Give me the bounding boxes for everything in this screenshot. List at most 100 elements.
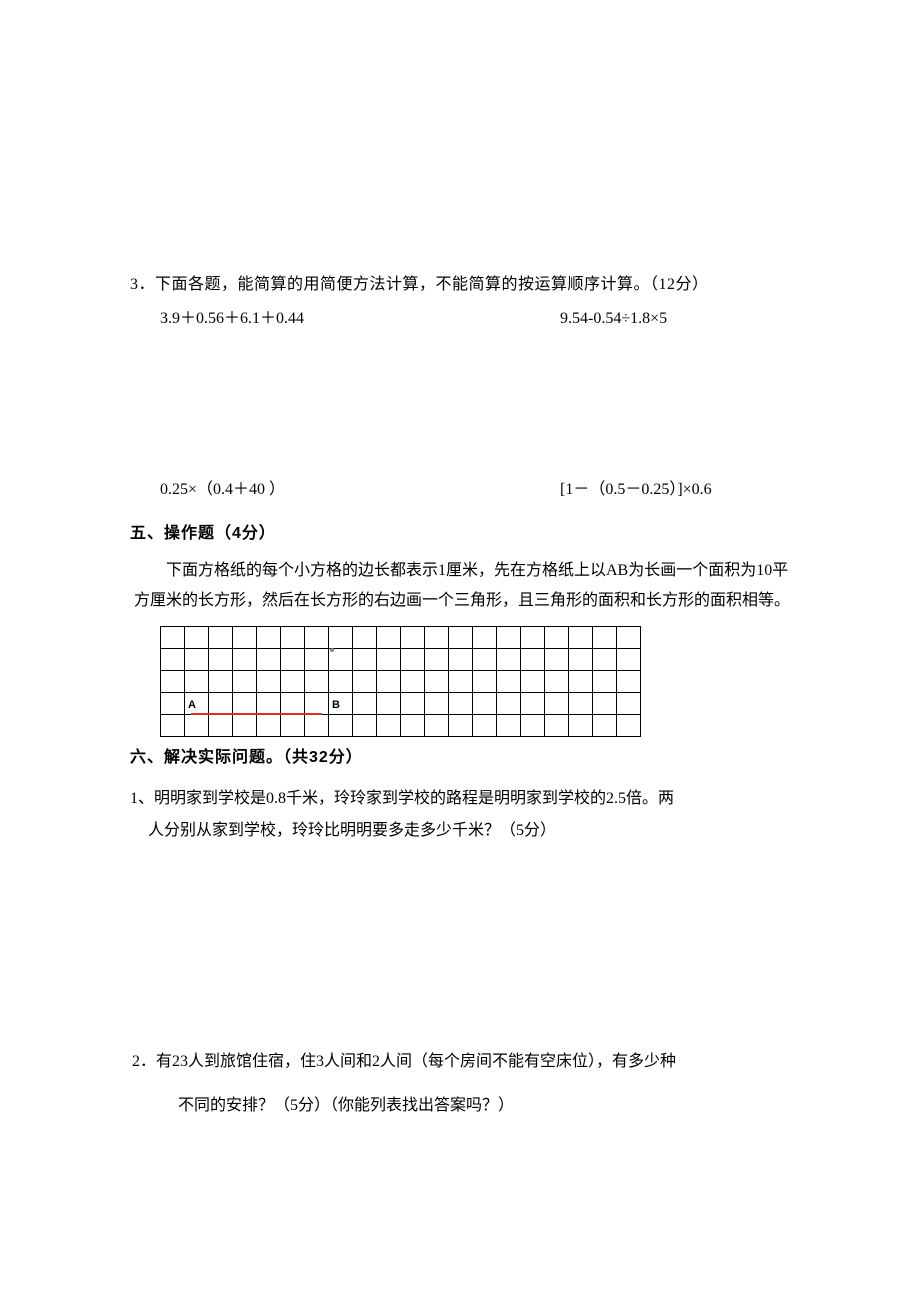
grid-cell <box>593 693 617 715</box>
grid-cell <box>425 693 449 715</box>
grid-cell <box>329 627 353 649</box>
grid-cell <box>449 649 473 671</box>
grid-cell <box>425 671 449 693</box>
grid-cell <box>257 671 281 693</box>
grid-cell <box>185 627 209 649</box>
grid-cell <box>281 671 305 693</box>
grid-cell <box>401 693 425 715</box>
grid-cell <box>233 649 257 671</box>
grid-cell <box>617 649 641 671</box>
grid-cell <box>449 715 473 737</box>
grid-cell <box>617 715 641 737</box>
grid-cell <box>545 671 569 693</box>
grid-cell <box>473 693 497 715</box>
grid-cell <box>449 671 473 693</box>
grid-cell <box>377 693 401 715</box>
grid-cell <box>425 627 449 649</box>
grid-cell: B <box>329 693 353 715</box>
page-marker-icon <box>330 648 334 652</box>
grid-cell <box>257 715 281 737</box>
grid-cell <box>305 693 329 715</box>
grid-cell <box>233 715 257 737</box>
grid-cell <box>281 627 305 649</box>
grid-cell <box>161 649 185 671</box>
grid-cell <box>353 693 377 715</box>
grid-cell <box>593 671 617 693</box>
grid-cell <box>521 627 545 649</box>
grid-cell <box>185 649 209 671</box>
grid-cell <box>473 671 497 693</box>
q3-expr-2a: 0.25×（0.4＋40 ） <box>160 475 560 505</box>
grid-cell <box>209 649 233 671</box>
grid-cell <box>569 671 593 693</box>
grid-cell <box>257 693 281 715</box>
q6-1-sub: 人分别从家到学校，玲玲比明明要多走多少千米？（5分） <box>148 816 790 846</box>
grid-cell <box>305 627 329 649</box>
grid: AB <box>160 626 641 737</box>
grid-cell <box>233 671 257 693</box>
grid-label-b: B <box>332 695 340 716</box>
grid-cell <box>353 715 377 737</box>
grid-cell <box>185 715 209 737</box>
grid-cell <box>473 715 497 737</box>
grid-cell <box>569 649 593 671</box>
grid-cell <box>257 649 281 671</box>
grid-cell <box>473 627 497 649</box>
grid-cell <box>497 671 521 693</box>
grid-cell <box>473 649 497 671</box>
q3-expr-1a: 3.9＋0.56＋6.1＋0.44 <box>160 304 560 334</box>
grid-cell <box>569 627 593 649</box>
grid-cell <box>545 627 569 649</box>
grid-cell <box>209 627 233 649</box>
q3-expr-1b: 9.54-0.54÷1.8×5 <box>560 304 790 334</box>
grid-cell <box>545 649 569 671</box>
grid-cell <box>329 715 353 737</box>
grid-cell <box>353 671 377 693</box>
grid-cell <box>353 649 377 671</box>
grid-cell <box>425 715 449 737</box>
grid-cell <box>593 649 617 671</box>
grid-cell <box>281 693 305 715</box>
grid-cell <box>353 627 377 649</box>
grid-cell <box>449 693 473 715</box>
grid-cell <box>617 693 641 715</box>
q3-expr-row-2: 0.25×（0.4＋40 ） [1－（0.5－0.25）]×0.6 <box>130 475 790 505</box>
q3-stem: 3．下面各题，能简算的用简便方法计算，不能简算的按运算顺序计算。（12分） <box>130 270 790 300</box>
grid-cell <box>209 693 233 715</box>
grid-cell <box>449 627 473 649</box>
grid-cell <box>281 649 305 671</box>
grid-cell <box>161 671 185 693</box>
grid-cell <box>497 649 521 671</box>
q6-2-sub: 不同的安排？（5分）（你能列表找出答案吗？） <box>130 1091 790 1121</box>
grid-cell <box>545 693 569 715</box>
grid-cell <box>593 715 617 737</box>
grid-cell <box>161 715 185 737</box>
q3-expr-2b: [1－（0.5－0.25）]×0.6 <box>560 475 790 505</box>
grid-cell <box>401 671 425 693</box>
q6-2: 2．有23人到旅馆住宿，住3人间和2人间（每个房间不能有空床位），有多少种 <box>130 1047 790 1077</box>
grid-cell <box>281 715 305 737</box>
q3-expr-row-1: 3.9＋0.56＋6.1＋0.44 9.54-0.54÷1.8×5 <box>130 304 790 334</box>
section-5-title: 五、操作题（4分） <box>130 519 790 549</box>
grid-cell <box>305 715 329 737</box>
grid-cell <box>377 649 401 671</box>
section-6-title: 六、解决实际问题。（共32分） <box>130 743 790 773</box>
grid-cell <box>185 671 209 693</box>
grid-cell <box>233 627 257 649</box>
grid-cell <box>617 627 641 649</box>
grid-cell <box>521 671 545 693</box>
grid-cell <box>377 627 401 649</box>
grid-container: AB <box>160 626 790 737</box>
grid-cell <box>497 627 521 649</box>
grid-cell <box>521 715 545 737</box>
grid-cell <box>617 671 641 693</box>
grid-cell <box>329 649 353 671</box>
grid-cell: A <box>185 693 209 715</box>
grid-cell <box>305 649 329 671</box>
grid-cell <box>545 715 569 737</box>
grid-cell <box>569 693 593 715</box>
grid-cell <box>401 649 425 671</box>
ab-line <box>191 713 322 715</box>
grid-cell <box>521 693 545 715</box>
grid-cell <box>593 627 617 649</box>
